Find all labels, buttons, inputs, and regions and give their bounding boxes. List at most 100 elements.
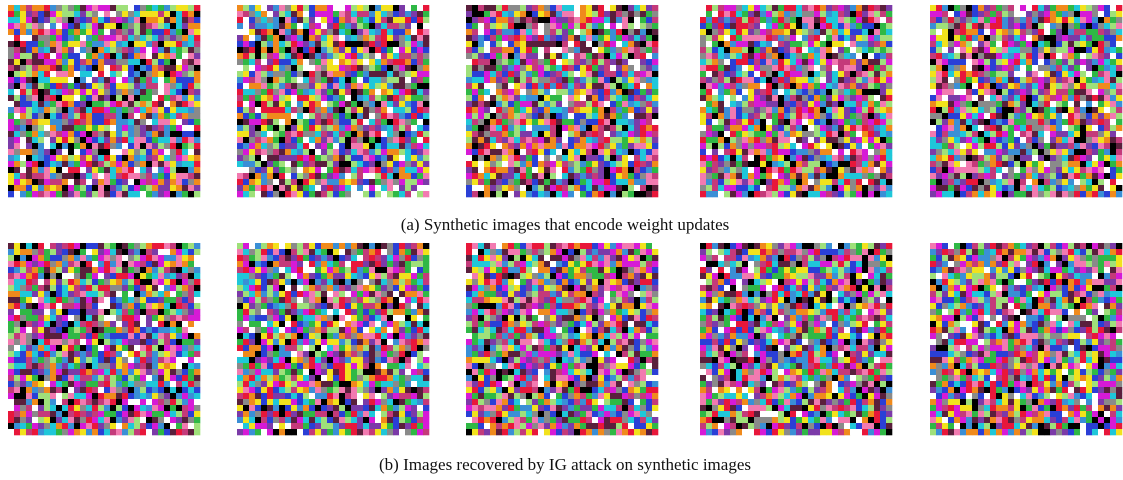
pixel <box>772 161 778 167</box>
pixel <box>237 11 243 17</box>
pixel <box>472 77 478 83</box>
pixel <box>948 161 954 167</box>
pixel <box>796 167 802 173</box>
pixel <box>972 155 978 161</box>
pixel <box>104 107 110 113</box>
pixel <box>538 137 544 143</box>
pixel <box>285 179 291 185</box>
pixel <box>8 125 14 131</box>
pixel <box>712 173 718 179</box>
pixel <box>838 107 844 113</box>
pixel <box>544 143 550 149</box>
pixel <box>417 65 423 71</box>
pixel <box>182 71 188 77</box>
pixel <box>772 53 778 59</box>
pixel <box>478 11 484 17</box>
pixel <box>369 53 375 59</box>
pixel <box>640 65 646 71</box>
pixel <box>261 119 267 125</box>
pixel <box>622 179 628 185</box>
pixel <box>1080 149 1086 155</box>
pixel <box>423 149 429 155</box>
pixel <box>1032 65 1038 71</box>
pixel <box>405 83 411 89</box>
pixel <box>44 5 50 11</box>
pixel <box>472 41 478 47</box>
pixel <box>122 161 128 167</box>
pixel <box>826 23 832 29</box>
pixel <box>960 29 966 35</box>
pixel <box>255 179 261 185</box>
pixel <box>478 101 484 107</box>
pixel <box>297 95 303 101</box>
pixel <box>790 161 796 167</box>
pixel <box>237 143 243 149</box>
pixel <box>966 89 972 95</box>
pixel <box>556 113 562 119</box>
pixel <box>315 53 321 59</box>
pixel <box>14 89 20 95</box>
pixel <box>960 161 966 167</box>
pixel <box>466 167 472 173</box>
pixel <box>814 5 820 11</box>
pixel <box>502 77 508 83</box>
pixel <box>1110 113 1116 119</box>
pixel <box>1002 95 1008 101</box>
pixel <box>1044 101 1050 107</box>
pixel <box>736 5 742 11</box>
pixel <box>327 5 333 11</box>
pixel <box>303 131 309 137</box>
pixel <box>874 95 880 101</box>
pixel <box>700 143 706 149</box>
pixel <box>182 125 188 131</box>
pixel <box>321 101 327 107</box>
pixel <box>1002 125 1008 131</box>
pixel <box>856 167 862 173</box>
pixel <box>351 131 357 137</box>
pixel <box>381 65 387 71</box>
pixel <box>754 137 760 143</box>
pixel <box>243 119 249 125</box>
pixel <box>490 23 496 29</box>
pixel <box>1050 107 1056 113</box>
pixel <box>152 137 158 143</box>
pixel <box>273 131 279 137</box>
pixel <box>990 137 996 143</box>
pixel <box>1038 53 1044 59</box>
pixel <box>122 125 128 131</box>
pixel <box>1104 41 1110 47</box>
pixel <box>856 23 862 29</box>
pixel <box>484 5 490 11</box>
pixel <box>490 35 496 41</box>
pixel <box>152 95 158 101</box>
pixel <box>484 119 490 125</box>
pixel <box>712 137 718 143</box>
pixel <box>700 185 706 191</box>
pixel <box>134 29 140 35</box>
pixel <box>936 5 942 11</box>
pixel <box>375 161 381 167</box>
pixel <box>930 107 936 113</box>
pixel <box>826 113 832 119</box>
pixel <box>321 179 327 185</box>
pixel <box>930 23 936 29</box>
pixel <box>604 35 610 41</box>
pixel <box>814 23 820 29</box>
pixel <box>255 47 261 53</box>
pixel <box>146 125 152 131</box>
pixel <box>490 113 496 119</box>
pixel <box>399 53 405 59</box>
pixel <box>194 5 200 11</box>
pixel <box>321 137 327 143</box>
pixel <box>472 83 478 89</box>
pixel <box>562 185 568 191</box>
pixel <box>466 191 472 197</box>
pixel <box>948 137 954 143</box>
pixel <box>321 143 327 149</box>
pixel <box>164 101 170 107</box>
pixel <box>502 149 508 155</box>
pixel <box>8 23 14 29</box>
pixel <box>778 65 784 71</box>
pixel <box>243 107 249 113</box>
pixel <box>291 35 297 41</box>
